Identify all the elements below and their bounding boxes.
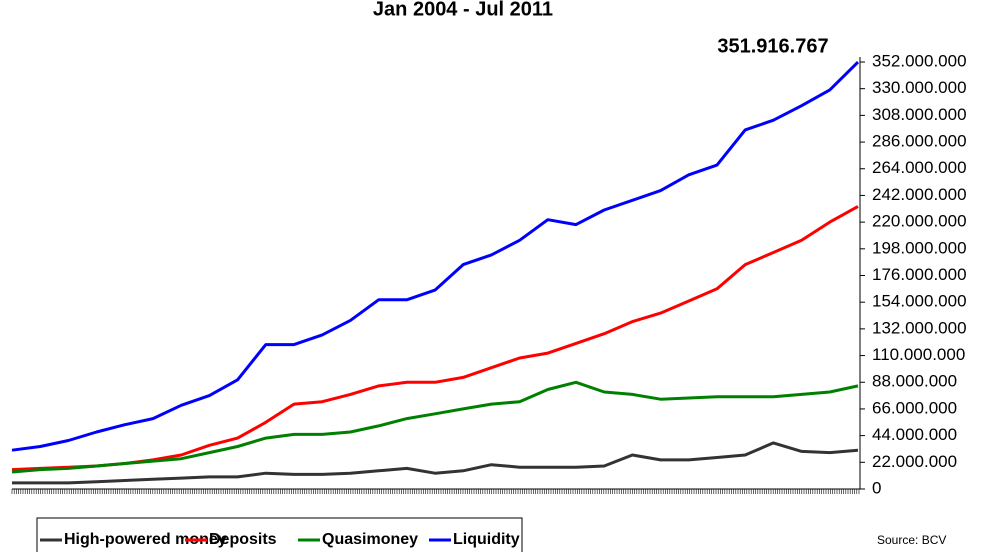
series-line <box>11 205 859 472</box>
y-tick-label: 242.000.000 <box>872 185 967 204</box>
y-tick-label: 330.000.000 <box>872 78 967 97</box>
y-tick-label: 132.000.000 <box>872 318 967 337</box>
chart-title: Jan 2004 - Jul 2011 <box>373 0 553 20</box>
y-tick-label: 88.000.000 <box>872 372 957 391</box>
y-tick-label: 0 <box>872 478 881 497</box>
legend-label: Liquidity <box>453 531 520 548</box>
legend-label: Quasimoney <box>322 531 418 548</box>
legend-box <box>36 517 523 552</box>
series-line <box>11 61 860 452</box>
legend-label: High-powered money <box>64 531 227 548</box>
y-tick-label: 198.000.000 <box>872 238 967 257</box>
y-tick-label: 308.000.000 <box>872 105 967 124</box>
y-tick-label: 352.000.000 <box>872 51 967 70</box>
legend-label: Deposits <box>209 531 277 548</box>
y-tick-label: 110.000.000 <box>872 345 965 364</box>
y-tick-label: 44.000.000 <box>872 425 957 444</box>
y-tick-label: 176.000.000 <box>872 265 967 284</box>
series-line <box>11 380 859 474</box>
annotation: 351.916.767 <box>717 35 828 57</box>
y-tick-label: 154.000.000 <box>872 292 967 311</box>
source: Source: BCV <box>877 533 946 547</box>
y-tick-label: 264.000.000 <box>872 158 967 177</box>
y-tick-label: 220.000.000 <box>872 212 967 231</box>
series-line <box>12 441 859 485</box>
y-tick-label: 66.000.000 <box>872 398 957 417</box>
y-tick-label: 22.000.000 <box>872 452 957 471</box>
y-tick-label: 286.000.000 <box>872 132 967 151</box>
